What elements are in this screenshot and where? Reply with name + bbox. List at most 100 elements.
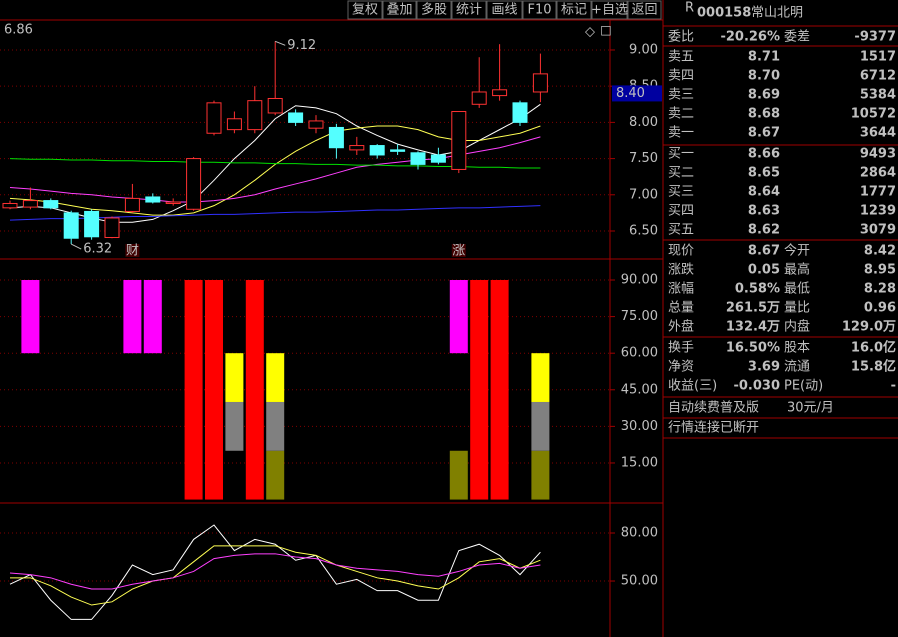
candle-body: [104, 217, 120, 239]
book-label: 卖二: [668, 107, 694, 122]
y-tick-label: 80.00: [621, 526, 658, 541]
y-tick-label: 6.50: [629, 223, 658, 238]
book-volume: 3644: [860, 126, 896, 141]
toolbar-label[interactable]: +自选: [591, 3, 628, 18]
quote-label: 内盘: [784, 319, 810, 335]
quote-value: 15.8亿: [851, 359, 896, 375]
quote-label: 委比: [668, 30, 694, 45]
book-label: 卖五: [668, 50, 694, 65]
quote-label: 委差: [784, 30, 810, 45]
y-tick-label: 30.00: [621, 419, 658, 434]
y-tick-label: 7.00: [629, 187, 658, 202]
quote-value: 8.95: [864, 263, 896, 278]
book-volume: 3079: [860, 223, 896, 238]
book-price: 8.66: [748, 147, 780, 162]
toolbar-label[interactable]: 多股: [421, 2, 447, 18]
toolbar-button[interactable]: [416, 0, 452, 20]
book-price: 8.71: [748, 50, 780, 65]
candle-body: [328, 126, 344, 149]
book-price: 8.70: [748, 69, 780, 84]
toolbar-button[interactable]: [486, 0, 523, 20]
marker: 财: [126, 244, 139, 259]
icon: ◇: [585, 25, 595, 40]
indicator-bar: [184, 280, 203, 500]
stock-name: 常山北明: [751, 6, 803, 21]
icon: ☐: [600, 25, 612, 40]
quote-label: 最高: [784, 262, 810, 278]
toolbar-button[interactable]: [522, 0, 557, 20]
quote-value: 132.4万: [726, 320, 780, 335]
indicator-bar: [143, 280, 162, 354]
indicator-bar: [470, 280, 489, 500]
quote-value: 0.58%: [735, 282, 780, 297]
toolbar-button[interactable]: [347, 0, 383, 20]
toolbar-label[interactable]: F10: [527, 3, 551, 18]
indicator-bar: [266, 401, 285, 451]
stock-code: 000158: [697, 6, 751, 21]
quote-label: PE(动): [784, 379, 823, 394]
book-volume: 6712: [860, 69, 896, 84]
indicator-bar: [225, 353, 244, 402]
y-tick-label: 45.00: [621, 382, 658, 397]
toolbar-button[interactable]: [451, 0, 487, 20]
quote-label: 流通: [784, 360, 810, 375]
quote-label: 现价: [668, 244, 694, 259]
candle-body: [532, 73, 548, 93]
promo[interactable]: 自动续费普及版: [668, 401, 759, 416]
cursor-box: [612, 85, 662, 102]
toolbar-label[interactable]: 叠加: [386, 3, 412, 18]
high-pointer: [275, 40, 286, 46]
quote-label: 外盘: [668, 319, 694, 335]
quote-label: 换手: [668, 341, 694, 356]
quote-value: -0.030: [733, 379, 780, 394]
book-price: 8.69: [748, 88, 780, 103]
toolbar-label[interactable]: 画线: [491, 3, 517, 18]
candle-body: [492, 89, 508, 97]
candle-body: [226, 118, 242, 131]
book-price: 8.62: [748, 223, 780, 238]
candle-body: [308, 120, 324, 129]
cursor-label: 8.40: [616, 86, 645, 101]
promo-price[interactable]: 30元/月: [787, 401, 834, 416]
toolbar-label[interactable]: 复权: [352, 2, 378, 18]
book-label: 买四: [668, 204, 694, 219]
book-volume: 10572: [851, 107, 896, 122]
book-label: 卖三: [668, 88, 694, 103]
book-label: 卖四: [668, 69, 694, 84]
candle-body: [512, 102, 528, 123]
book-volume: 5384: [860, 88, 896, 103]
quote-label: 量比: [784, 301, 810, 316]
quote-value: -9377: [854, 30, 896, 45]
book-price: 8.67: [748, 126, 780, 141]
y-tick-label: 90.00: [621, 273, 658, 288]
candle-body: [390, 149, 406, 152]
book-label: 买二: [668, 166, 694, 181]
quote-label: 收益(三): [668, 379, 717, 394]
book-volume: 1239: [860, 204, 896, 219]
toolbar-label[interactable]: 统计: [456, 3, 482, 18]
toolbar-label[interactable]: 返回: [631, 3, 657, 18]
toolbar-button[interactable]: [382, 0, 417, 20]
marker-box: [451, 244, 466, 257]
book-label: 买三: [668, 185, 694, 200]
quote-value: 16.0亿: [851, 340, 896, 356]
book-price: 8.68: [748, 107, 780, 122]
toolbar-button[interactable]: [591, 0, 628, 20]
quote-label: 股本: [784, 341, 810, 356]
toolbar-button[interactable]: [627, 0, 662, 20]
candle-body: [430, 154, 446, 163]
indicator-bar: [490, 280, 509, 500]
quote-value: 0.96: [864, 301, 896, 316]
candle-body: [2, 202, 18, 209]
book-price: 8.64: [748, 185, 780, 200]
toolbar-label[interactable]: 标记: [561, 3, 587, 18]
indicator-bar: [21, 280, 40, 354]
quote-label: 涨跌: [668, 262, 694, 278]
indicator-bar: [266, 450, 285, 500]
indicator-bar: [449, 450, 468, 500]
quote-value: 129.0万: [842, 320, 896, 335]
toolbar-button[interactable]: [556, 0, 592, 20]
book-label: 买五: [668, 223, 694, 238]
quote-label: 最低: [784, 282, 810, 297]
candle-body: [206, 102, 222, 134]
